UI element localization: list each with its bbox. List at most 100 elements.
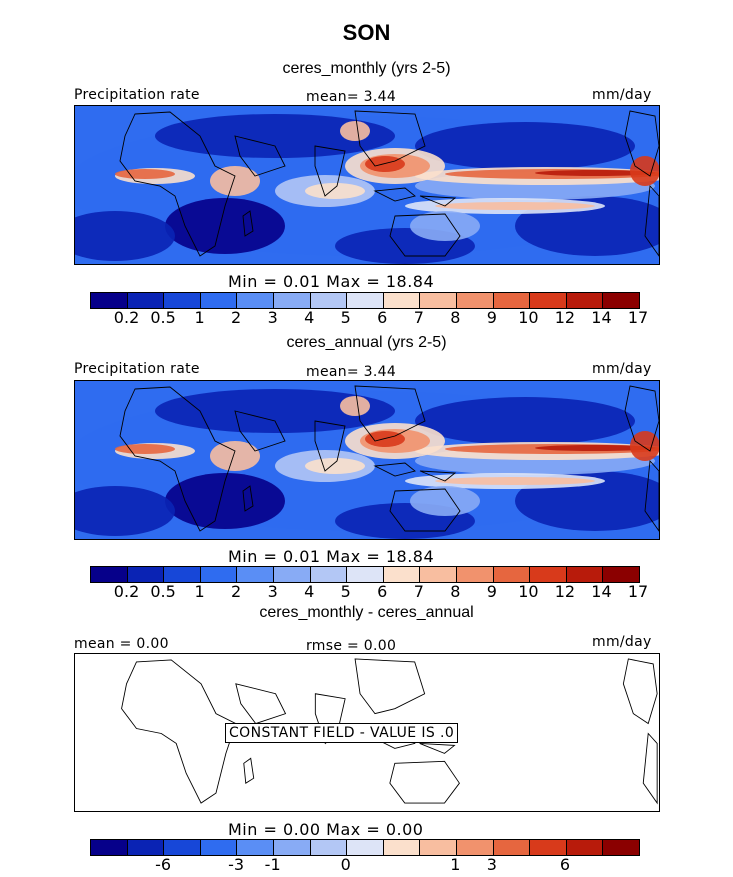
panel-3-min-max: Min = 0.00 Max = 0.00	[228, 820, 424, 839]
colorbar-swatch	[603, 293, 639, 308]
colorbar-swatch	[164, 293, 201, 308]
colorbar-tick-label: 8	[450, 308, 461, 327]
coastline	[642, 732, 658, 805]
colorbar-swatch	[273, 840, 311, 855]
colorbar-tick-label: -3	[228, 855, 245, 874]
colorbar-swatch	[493, 840, 531, 855]
colorbar-swatch	[456, 293, 494, 308]
coastline	[624, 110, 659, 177]
colorbar-swatch	[456, 567, 494, 582]
coastline	[644, 459, 659, 532]
panel-1-min-max: Min = 0.01 Max = 18.84	[228, 272, 435, 291]
coastline	[243, 757, 255, 784]
coastline	[389, 213, 461, 257]
coastline	[234, 410, 286, 452]
colorbar-swatch	[164, 567, 201, 582]
colorbar-tick-label: 12	[554, 582, 576, 601]
coastline	[354, 385, 426, 442]
colorbar-swatch	[603, 840, 639, 855]
coastline	[373, 462, 457, 482]
colorbar-tick-label: 14	[591, 582, 612, 601]
panel-1-mean-label: mean= 3.44	[306, 89, 397, 105]
colorbar-swatch	[310, 840, 348, 855]
colorbar-tick-label: 1	[450, 855, 461, 874]
colorbar-swatch	[164, 840, 201, 855]
coastline	[242, 485, 254, 512]
colorbar-swatch	[237, 293, 274, 308]
panel-1-precip-field	[75, 106, 659, 264]
colorbar-swatch	[493, 293, 531, 308]
coastline	[373, 187, 457, 207]
panel-1-colorbar	[90, 292, 640, 309]
colorbar-swatch	[273, 567, 311, 582]
colorbar-tick-label: 4	[304, 582, 315, 601]
colorbar-tick-label: 6	[377, 308, 388, 327]
colorbar-tick-label: 9	[486, 582, 497, 601]
colorbar-tick-label: 0	[340, 855, 351, 874]
panel-3-mean-label: mean = 0.00	[74, 636, 169, 652]
panel-2-min-max: Min = 0.01 Max = 18.84	[228, 547, 435, 566]
colorbar-swatch	[530, 293, 567, 308]
colorbar-tick-label: 3	[267, 582, 278, 601]
panel-1-colorbar-ticks: 0.2 0.5 1 2 3 4 5 6 7 8 9 10 12 14 17	[90, 308, 648, 328]
panel-2-map	[74, 380, 660, 540]
colorbar-tick-label: 0.2	[113, 582, 140, 601]
coastline	[119, 386, 236, 532]
colorbar-tick-label: 6	[559, 855, 571, 874]
panel-1-subtitle: ceres_monthly (yrs 2-5)	[282, 60, 451, 77]
colorbar-tick-label: 7	[413, 582, 424, 601]
colorbar-swatch	[603, 567, 639, 582]
colorbar-swatch	[347, 840, 384, 855]
colorbar-swatch	[127, 840, 165, 855]
colorbar-swatch	[456, 840, 494, 855]
panel-2-colorbar-ticks: 0.2 0.5 1 2 3 4 5 6 7 8 9 10 12 14 17	[90, 582, 648, 602]
panel-3-subtitle: ceres_monthly - ceres_annual	[259, 604, 474, 621]
colorbar-tick-label: 17	[627, 582, 649, 601]
colorbar-tick-label: 6	[377, 582, 388, 601]
colorbar-tick-label: 5	[340, 308, 351, 327]
coastline	[234, 135, 286, 177]
colorbar-swatch	[200, 567, 238, 582]
colorbar-tick-label: 12	[554, 308, 576, 327]
colorbar-tick-label: 10	[518, 308, 539, 327]
panel-3-colorbar-ticks: -6 -3 -1 0 1 3 6	[90, 855, 640, 875]
coastline	[121, 659, 237, 804]
colorbar-tick-label: -1	[264, 855, 281, 874]
colorbar-tick-label: 1	[194, 582, 205, 601]
colorbar-swatch	[200, 293, 238, 308]
colorbar-swatch	[493, 567, 531, 582]
colorbar-swatch	[91, 840, 128, 855]
colorbar-swatch	[91, 293, 128, 308]
coastline	[354, 658, 426, 715]
colorbar-swatch	[127, 567, 165, 582]
colorbar-swatch	[310, 567, 348, 582]
figure-title: SON	[342, 20, 391, 45]
panel-2-units-label: mm/day	[592, 361, 652, 377]
coastline	[119, 111, 236, 257]
panel-3-units-label: mm/day	[592, 634, 652, 650]
colorbar-swatch	[310, 293, 348, 308]
coastline	[314, 145, 346, 197]
panel-3-coastlines	[121, 658, 658, 805]
panel-2-precip-field	[75, 381, 659, 539]
panel-2-subtitle: ceres_annual (yrs 2-5)	[286, 334, 447, 351]
coastline	[622, 658, 658, 725]
colorbar-swatch	[237, 840, 274, 855]
colorbar-swatch	[383, 567, 421, 582]
coastline	[389, 488, 461, 532]
coastline	[389, 760, 460, 804]
colorbar-swatch	[420, 567, 457, 582]
colorbar-swatch	[127, 293, 165, 308]
panel-3-rmse-label: rmse = 0.00	[306, 638, 397, 654]
constant-field-note: CONSTANT FIELD - VALUE IS .0	[225, 723, 459, 743]
colorbar-tick-label: 0.5	[150, 582, 176, 601]
colorbar-tick-label: 14	[591, 308, 612, 327]
colorbar-swatch	[347, 567, 384, 582]
coastline	[354, 110, 426, 167]
colorbar-swatch	[566, 840, 604, 855]
colorbar-tick-label: 3	[267, 308, 278, 327]
colorbar-tick-label: 10	[518, 582, 539, 601]
colorbar-swatch	[237, 567, 274, 582]
colorbar-swatch	[530, 567, 567, 582]
colorbar-swatch	[530, 840, 567, 855]
